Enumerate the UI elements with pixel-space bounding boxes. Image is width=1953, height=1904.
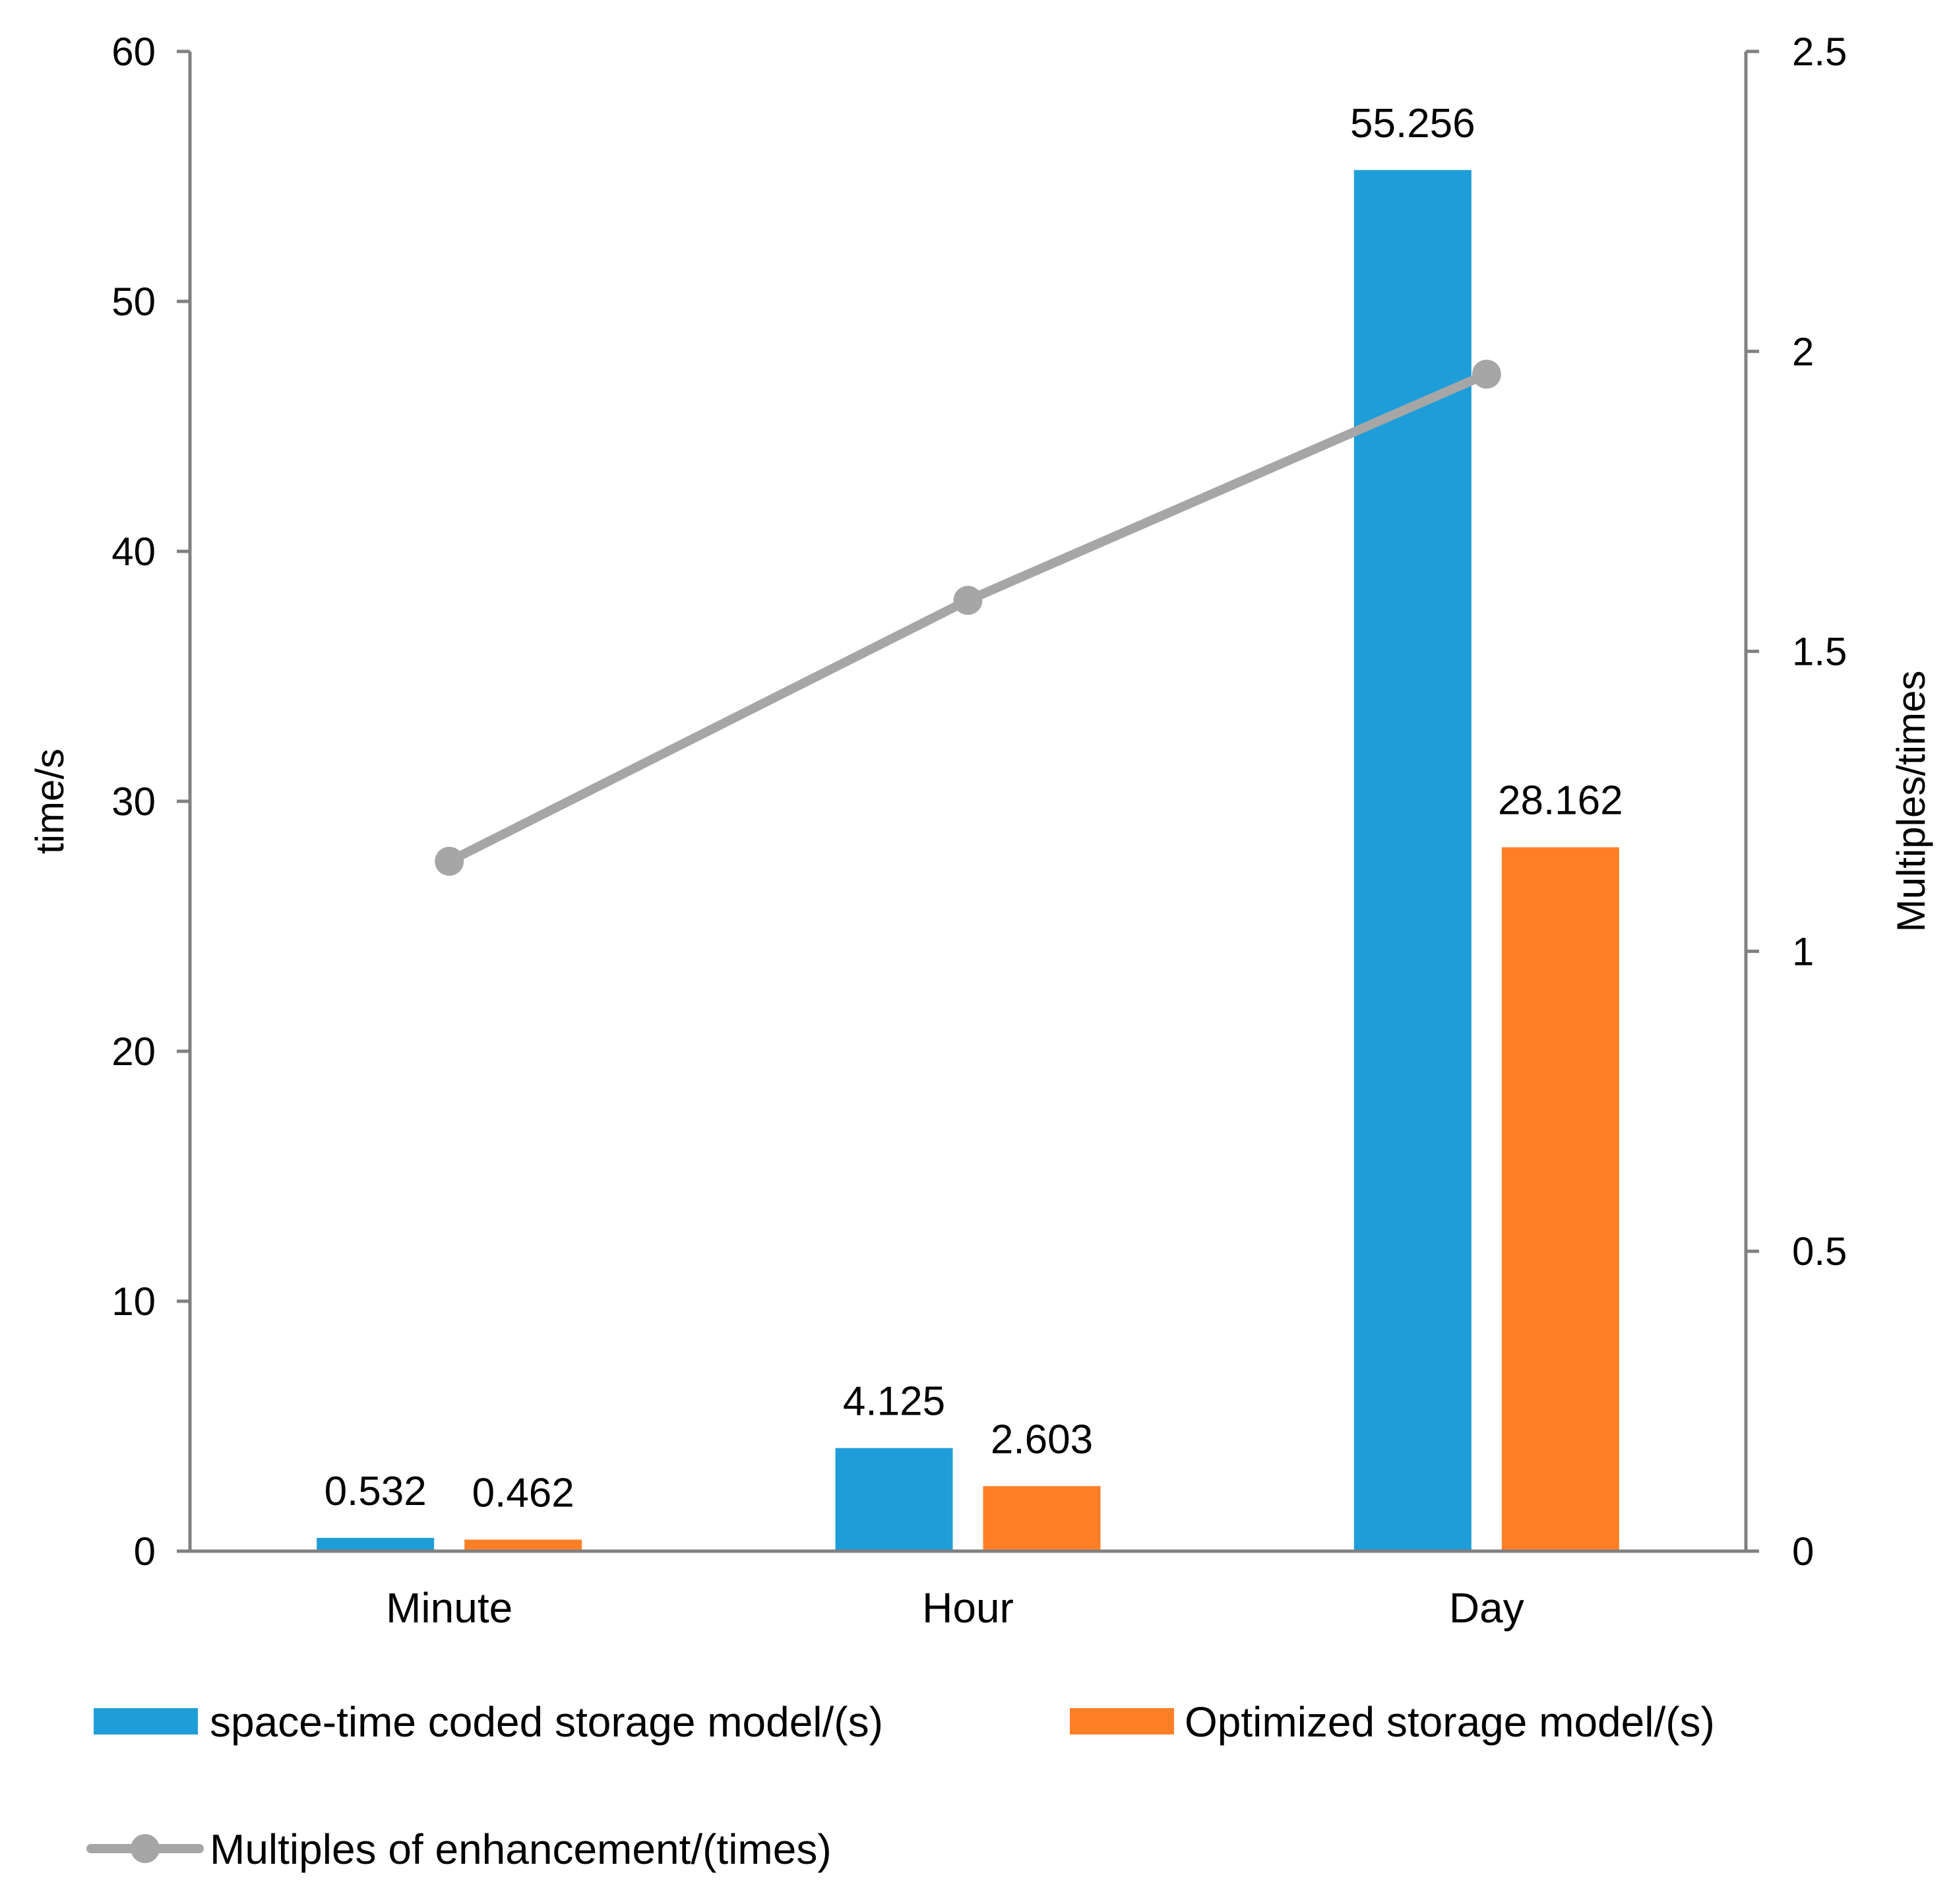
bar-value-label: 0.532 [325, 1469, 427, 1514]
left-tick-label: 10 [111, 1279, 156, 1324]
left-tick-label: 20 [111, 1029, 156, 1074]
category-label-hour: Hour [922, 1584, 1014, 1632]
legend-swatch-space-time [94, 1708, 198, 1735]
bar-hour-series-0 [835, 1448, 953, 1551]
right-tick-label: 0.5 [1792, 1229, 1847, 1274]
multiples-point-hour [953, 586, 983, 615]
legend-marker-multiples [131, 1834, 160, 1863]
legend-label-multiples: Multiples of enhancement/(times) [210, 1826, 832, 1873]
bar-day-series-0 [1353, 169, 1472, 1551]
bar-value-label: 28.162 [1498, 778, 1623, 824]
left-tick-label: 40 [111, 530, 156, 574]
bar-value-label: 0.462 [472, 1470, 574, 1516]
bar-hour-series-1 [983, 1486, 1101, 1551]
left-axis-ticks: 0 10 20 30 40 50 60 [111, 30, 190, 1574]
bar-data-labels: 0.532 4.125 55.256 0.462 2.603 28.162 [325, 101, 1623, 1516]
right-tick-label: 1 [1792, 929, 1814, 973]
left-axis-title: time/s [28, 749, 72, 854]
legend-swatch-optimized [1070, 1708, 1174, 1735]
multiples-point-day [1472, 359, 1501, 389]
right-axis-title: Multiples/times [1889, 671, 1933, 933]
left-tick-label: 30 [111, 780, 156, 824]
left-tick-label: 0 [134, 1529, 156, 1574]
bar-minute-series-1 [464, 1539, 582, 1551]
bar-value-label: 2.603 [991, 1417, 1093, 1462]
category-labels: Minute Hour Day [386, 1584, 1524, 1632]
bar-value-label: 55.256 [1350, 101, 1475, 146]
left-tick-label: 50 [111, 280, 156, 324]
legend-label-optimized: Optimized storage model/(s) [1185, 1698, 1715, 1746]
bar-day-series-1 [1501, 847, 1619, 1551]
legend-label-space-time: space-time coded storage model/(s) [210, 1698, 883, 1746]
category-label-day: Day [1449, 1584, 1524, 1632]
bar-minute-series-0 [317, 1537, 435, 1551]
bar-value-label: 4.125 [843, 1379, 945, 1425]
multiples-point-minute [435, 846, 464, 876]
right-tick-label: 2.5 [1792, 30, 1847, 74]
legend: space-time coded storage model/(s) Optim… [86, 1698, 1715, 1873]
right-tick-label: 1.5 [1792, 630, 1847, 674]
category-label-minute: Minute [386, 1584, 512, 1632]
right-axis-ticks: 0 0.5 1 1.5 2 2.5 [1746, 30, 1847, 1574]
line-series [435, 359, 1501, 876]
right-tick-label: 0 [1792, 1529, 1814, 1574]
left-tick-label: 60 [111, 30, 156, 74]
bar-series [190, 169, 1746, 1553]
right-tick-label: 2 [1792, 330, 1814, 374]
